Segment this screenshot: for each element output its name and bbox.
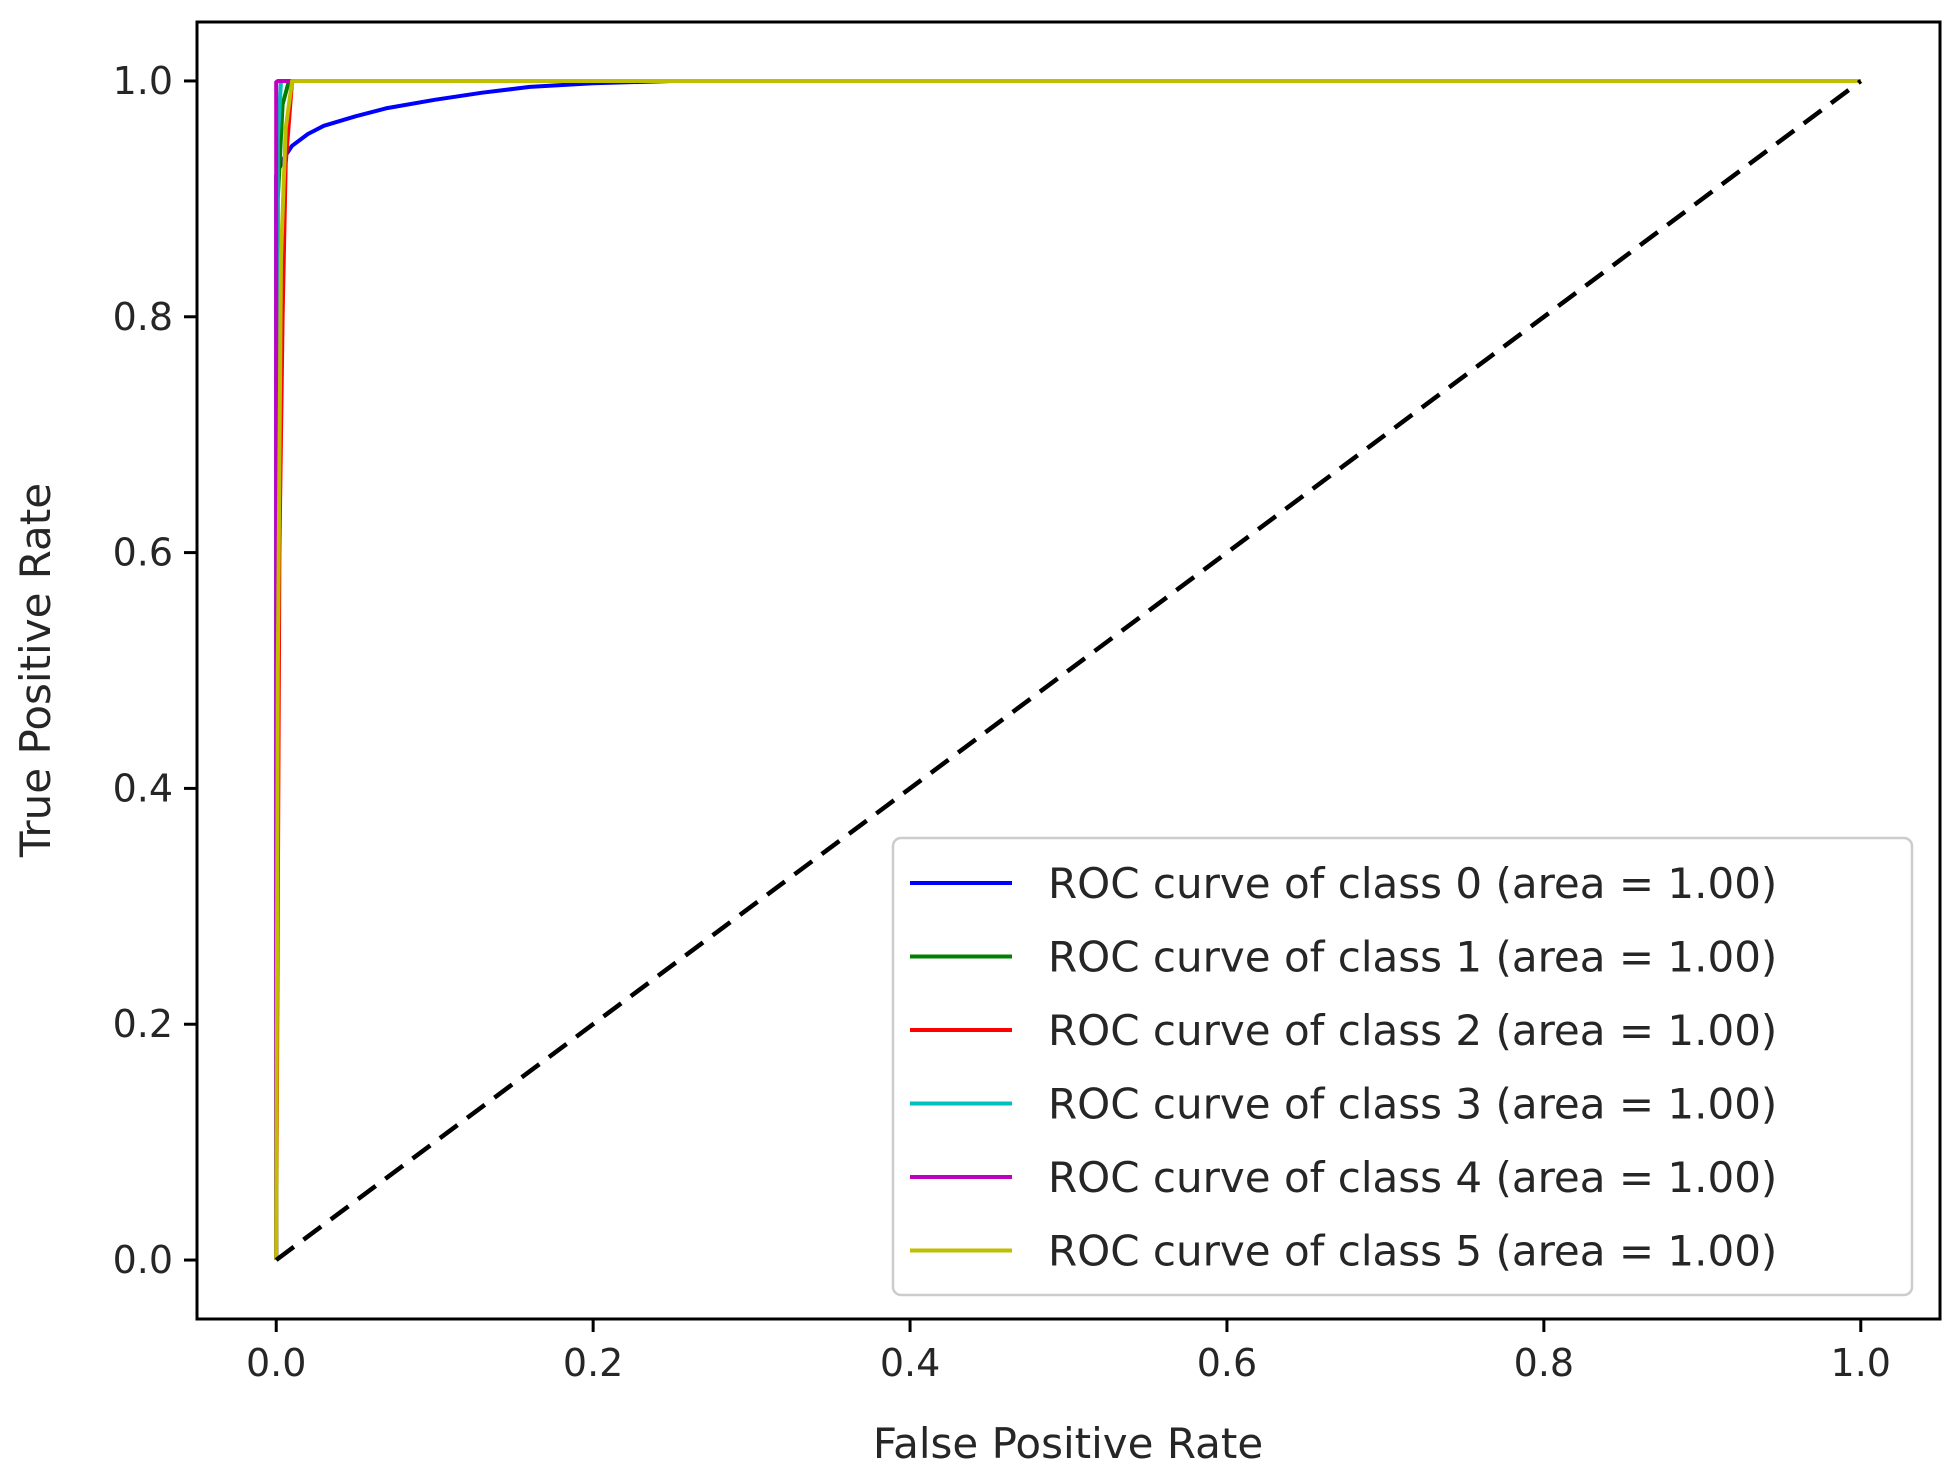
x-axis: 0.0 0.2 0.4 0.6 0.8 1.0 xyxy=(246,1319,1891,1385)
y-axis-label: True Positive Rate xyxy=(11,483,60,858)
y-tick-label-0: 0.0 xyxy=(113,1238,173,1282)
legend-label-class-1: ROC curve of class 1 (area = 1.00) xyxy=(1048,933,1777,982)
legend-label-class-2: ROC curve of class 2 (area = 1.00) xyxy=(1048,1006,1777,1055)
legend-label-class-0: ROC curve of class 0 (area = 1.00) xyxy=(1048,859,1777,908)
legend-label-class-5: ROC curve of class 5 (area = 1.00) xyxy=(1048,1227,1777,1276)
x-tick-label-2: 0.4 xyxy=(880,1341,940,1385)
y-tick-label-3: 0.6 xyxy=(113,531,173,575)
x-axis-label: False Positive Rate xyxy=(873,1419,1263,1468)
y-tick-label-1: 0.2 xyxy=(113,1002,173,1046)
x-tick-label-1: 0.2 xyxy=(563,1341,623,1385)
legend-frame xyxy=(891,836,1914,1297)
roc-curve-class-5 xyxy=(274,79,1861,1261)
x-tick-label-4: 0.8 xyxy=(1514,1341,1574,1385)
x-tick-label-0: 0.0 xyxy=(246,1341,306,1385)
legend-label-class-3: ROC curve of class 3 (area = 1.00) xyxy=(1048,1080,1777,1129)
plot-frame xyxy=(195,20,1942,1321)
y-tick-label-4: 0.8 xyxy=(113,295,173,339)
curves-layer xyxy=(274,79,1863,1262)
y-axis: 0.0 0.2 0.4 0.6 0.8 1.0 xyxy=(113,59,197,1282)
chance-diagonal-line xyxy=(274,79,1863,1262)
y-tick-label-2: 0.4 xyxy=(113,766,173,810)
legend-label-class-4: ROC curve of class 4 (area = 1.00) xyxy=(1048,1153,1777,1202)
legend: ROC curve of class 0 (area = 1.00) ROC cu… xyxy=(891,836,1914,1297)
y-tick-label-5: 1.0 xyxy=(113,59,173,103)
x-tick-label-3: 0.6 xyxy=(1197,1341,1257,1385)
x-tick-label-5: 1.0 xyxy=(1831,1341,1891,1385)
